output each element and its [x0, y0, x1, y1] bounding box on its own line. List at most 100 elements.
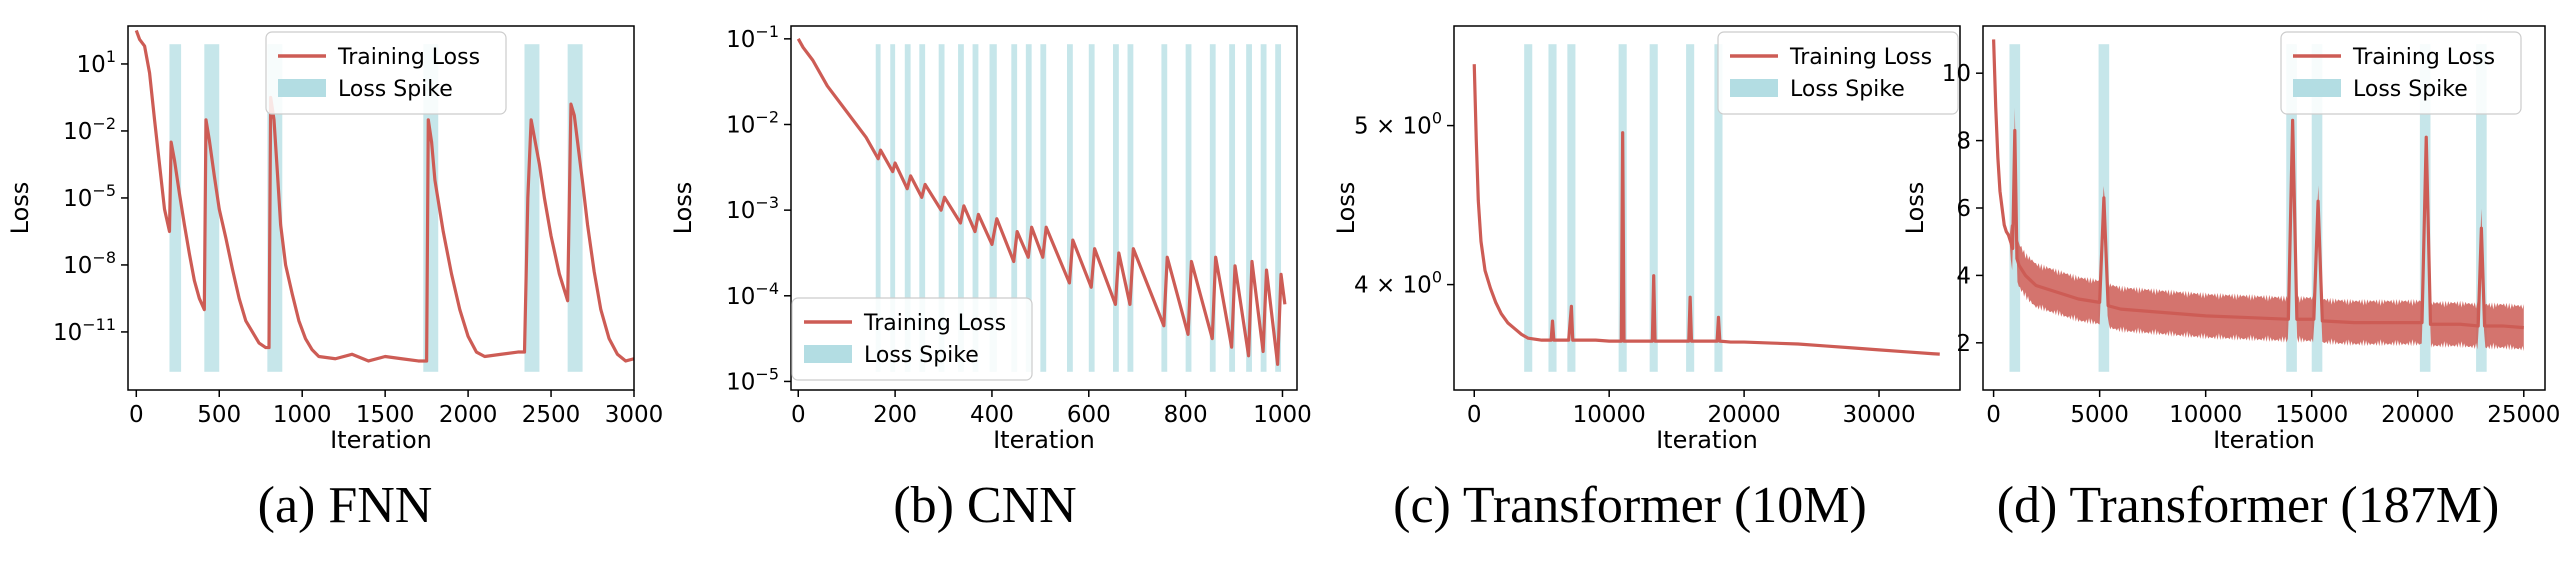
x-tick-label: 0 [791, 402, 806, 428]
loss-spike-region [169, 44, 182, 372]
x-tick-label: 15000 [2275, 402, 2348, 428]
y-tick-label: 8 [1956, 129, 1971, 155]
x-axis-label: Iteration [2213, 426, 2315, 454]
plot-frame [127, 25, 635, 391]
y-tick-label: 5 × 100 [1354, 109, 1442, 140]
subfigure-caption: (d) Transformer (187M) [1997, 477, 2500, 534]
x-tick-label: 5000 [2070, 402, 2129, 428]
legend: Training Loss Loss Spike [265, 31, 507, 115]
loss-spike-region [989, 44, 997, 372]
loss-spike-region [1714, 44, 1723, 372]
x-tick-label: 500 [197, 402, 241, 428]
plot-frame [790, 25, 1298, 391]
legend-label-training-loss: Training Loss [1789, 45, 1932, 70]
x-tick-label: 1500 [356, 402, 415, 428]
x-tick-label: 25000 [2487, 402, 2560, 428]
subfigure-caption: (a) FNN [258, 477, 433, 534]
x-tick-label: 2000 [439, 402, 498, 428]
loss-spike-region [958, 44, 964, 372]
legend-label-loss-spike: Loss Spike [338, 77, 453, 102]
legend: Training Loss Loss Spike [2280, 31, 2522, 115]
legend-label-training-loss: Training Loss [863, 311, 1006, 336]
chart-panel-3: 0 10000 20000 30000 5 × 100 4 × 100 Iteration L… [1332, 25, 1961, 454]
subfigure-caption: (b) CNN [893, 477, 1076, 534]
loss-spike-region [1686, 44, 1695, 372]
loss-spike-region [1011, 44, 1018, 372]
y-tick-label: 10−11 [53, 315, 116, 346]
x-tick-label: 20000 [2381, 402, 2454, 428]
x-tick-label: 1000 [1253, 402, 1312, 428]
legend-label-loss-spike: Loss Spike [2353, 77, 2468, 102]
x-tick-label: 20000 [1708, 402, 1781, 428]
training-loss-band [1993, 37, 2524, 352]
y-tick-label: 2 [1956, 331, 1971, 357]
loss-spike-region [1127, 44, 1134, 372]
x-tick-label: 0 [1467, 402, 1482, 428]
training-loss-line [134, 29, 634, 363]
y-tick-label: 6 [1956, 196, 1971, 222]
y-axis-label: Loss [1901, 182, 1929, 235]
training-loss-line [1992, 39, 2524, 330]
loss-spike-region [890, 44, 896, 372]
x-axis-label: Iteration [993, 426, 1095, 454]
legend-spike-swatch [2293, 79, 2341, 97]
x-tick-label: 3000 [605, 402, 664, 428]
y-tick-label: 10−2 [726, 107, 779, 138]
legend-label-loss-spike: Loss Spike [864, 343, 979, 368]
loss-spike-region [1067, 44, 1073, 372]
loss-spike-region [1548, 44, 1557, 372]
loss-spike-region [1649, 44, 1658, 372]
y-axis-label: Loss [1332, 182, 1360, 235]
x-tick-label: 1000 [273, 402, 332, 428]
y-tick-label: 10−5 [726, 364, 779, 395]
loss-spike-region [1567, 44, 1576, 372]
loss-spike-region [1185, 44, 1192, 372]
loss-spike-region [1229, 44, 1236, 372]
y-tick-label: 10−5 [63, 181, 116, 212]
y-tick-label: 10−2 [63, 114, 116, 145]
legend-label-training-loss: Training Loss [2352, 45, 2495, 70]
subfigure-caption: (c) Transformer (10M) [1393, 477, 1867, 534]
loss-spike-region [1088, 44, 1095, 372]
x-tick-label: 200 [873, 402, 917, 428]
legend-label-training-loss: Training Loss [337, 45, 480, 70]
legend-spike-swatch [278, 79, 326, 97]
x-tick-label: 0 [129, 402, 144, 428]
x-axis-label: Iteration [1656, 426, 1758, 454]
loss-spike-region [1025, 44, 1032, 372]
loss-spike-region [1113, 44, 1119, 372]
plot-frame [1453, 25, 1961, 391]
y-tick-label: 101 [77, 47, 116, 78]
loss-spike-region [1161, 44, 1168, 372]
y-tick-label: 4 [1956, 263, 1971, 289]
loss-spike-region [1040, 44, 1047, 372]
loss-spike-region [1209, 44, 1216, 372]
y-tick-label: 10 [1942, 61, 1971, 87]
y-tick-label: 10−3 [726, 193, 779, 224]
chart-panel-4: 0 5000 10000 15000 20000 25000 2 4 6 8 10 Iteration… [1901, 25, 2560, 454]
y-tick-label: 4 × 100 [1354, 268, 1442, 299]
loss-spike-region [2476, 44, 2487, 372]
x-tick-label: 0 [1986, 402, 2001, 428]
legend-spike-swatch [804, 345, 852, 363]
loss-spike-region [904, 44, 911, 372]
y-tick-label: 10−4 [726, 279, 779, 310]
chart-panel-1: 0 500 1000 1500 2000 2500 3000 101 10−2 10−5 10−8 1… [6, 25, 664, 454]
x-tick-label: 10000 [2169, 402, 2242, 428]
x-tick-label: 2500 [522, 402, 581, 428]
x-tick-label: 800 [1164, 402, 1208, 428]
loss-spike-region [1260, 44, 1267, 372]
x-tick-label: 400 [970, 402, 1014, 428]
legend-label-loss-spike: Loss Spike [1790, 77, 1905, 102]
y-tick-label: 10−8 [63, 248, 116, 279]
loss-spike-region [875, 44, 881, 372]
x-tick-label: 10000 [1573, 402, 1646, 428]
training-loss-line [796, 38, 1287, 366]
loss-spike-region [1246, 44, 1252, 372]
loss-spike-region [972, 44, 979, 372]
loss-spike-region [1524, 44, 1533, 372]
x-axis-label: Iteration [330, 426, 432, 454]
loss-spike-region [1275, 44, 1282, 372]
x-tick-label: 30000 [1842, 402, 1915, 428]
loss-spike-region [524, 44, 540, 372]
